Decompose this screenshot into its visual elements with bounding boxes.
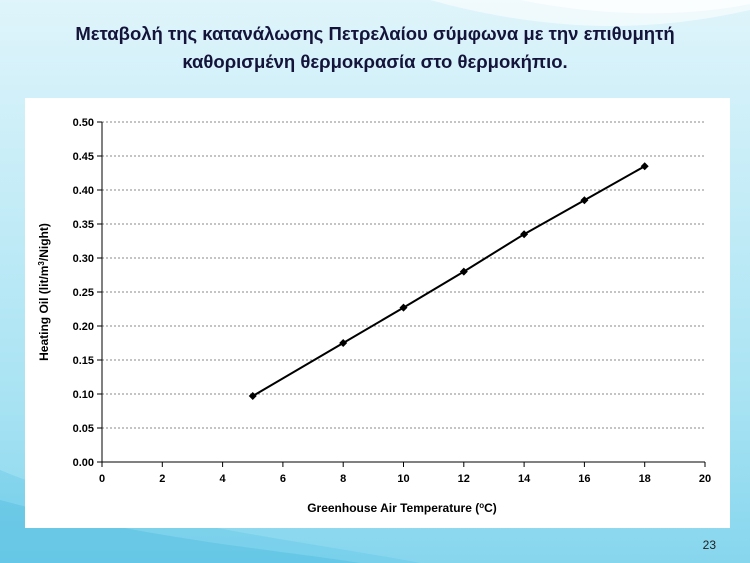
x-tick-label: 18 [639,473,651,485]
data-point-marker [580,196,589,205]
slide-title: Μεταβολή της κατανάλωσης Πετρελαίου σύμφ… [20,20,730,76]
x-tick-label: 12 [458,473,470,485]
data-point-marker [399,303,408,312]
x-tick-label: 16 [578,473,590,485]
y-tick-label: 0.35 [73,219,94,231]
data-point-marker [520,230,529,239]
y-tick-label: 0.40 [73,185,94,197]
data-point-marker [459,267,468,276]
slide-title-line-2: καθορισμένη θερμοκρασία στο θερμοκήπιο. [182,51,568,72]
y-tick-label: 0.45 [73,151,94,163]
grid-layer [102,121,705,429]
y-tick-label: 0.50 [73,117,94,129]
x-tick-label: 20 [699,473,711,485]
y-tick-label: 0.00 [73,457,94,469]
data-point-marker [640,162,649,171]
slide-title-line-1: Μεταβολή της κατανάλωσης Πετρελαίου σύμφ… [75,23,675,44]
y-tick-label: 0.15 [73,355,94,367]
chart-panel: 0.00 0.05 0.10 0.15 0.20 0.25 0.30 0.35 0.40 0.45… [25,98,730,528]
ticks-layer: 0.00 0.05 0.10 0.15 0.20 0.25 0.30 0.35 0.40 0.45… [73,117,712,485]
x-axis-title: Greenhouse Air Temperature (oC) [307,501,497,516]
series-layer [248,162,649,401]
x-tick-label: 4 [220,473,227,485]
y-tick-label: 0.05 [73,423,94,435]
y-tick-label: 0.30 [73,253,94,265]
x-tick-label: 6 [280,473,286,485]
y-axis-title: Heating Oil (lit/m3/Night) [37,223,52,361]
data-point-marker [248,392,257,401]
x-tick-label: 10 [397,473,409,485]
x-tick-label: 14 [518,473,531,485]
x-tick-label: 2 [159,473,165,485]
y-tick-label: 0.25 [73,287,94,299]
page-number: 23 [702,538,716,552]
y-tick-label: 0.10 [73,389,94,401]
x-tick-label: 0 [99,473,105,485]
y-tick-label: 0.20 [73,321,94,333]
data-point-marker [339,339,348,347]
x-tick-label: 8 [340,473,346,485]
heating-oil-chart: 0.00 0.05 0.10 0.15 0.20 0.25 0.30 0.35 0.40 0.45… [37,117,712,516]
